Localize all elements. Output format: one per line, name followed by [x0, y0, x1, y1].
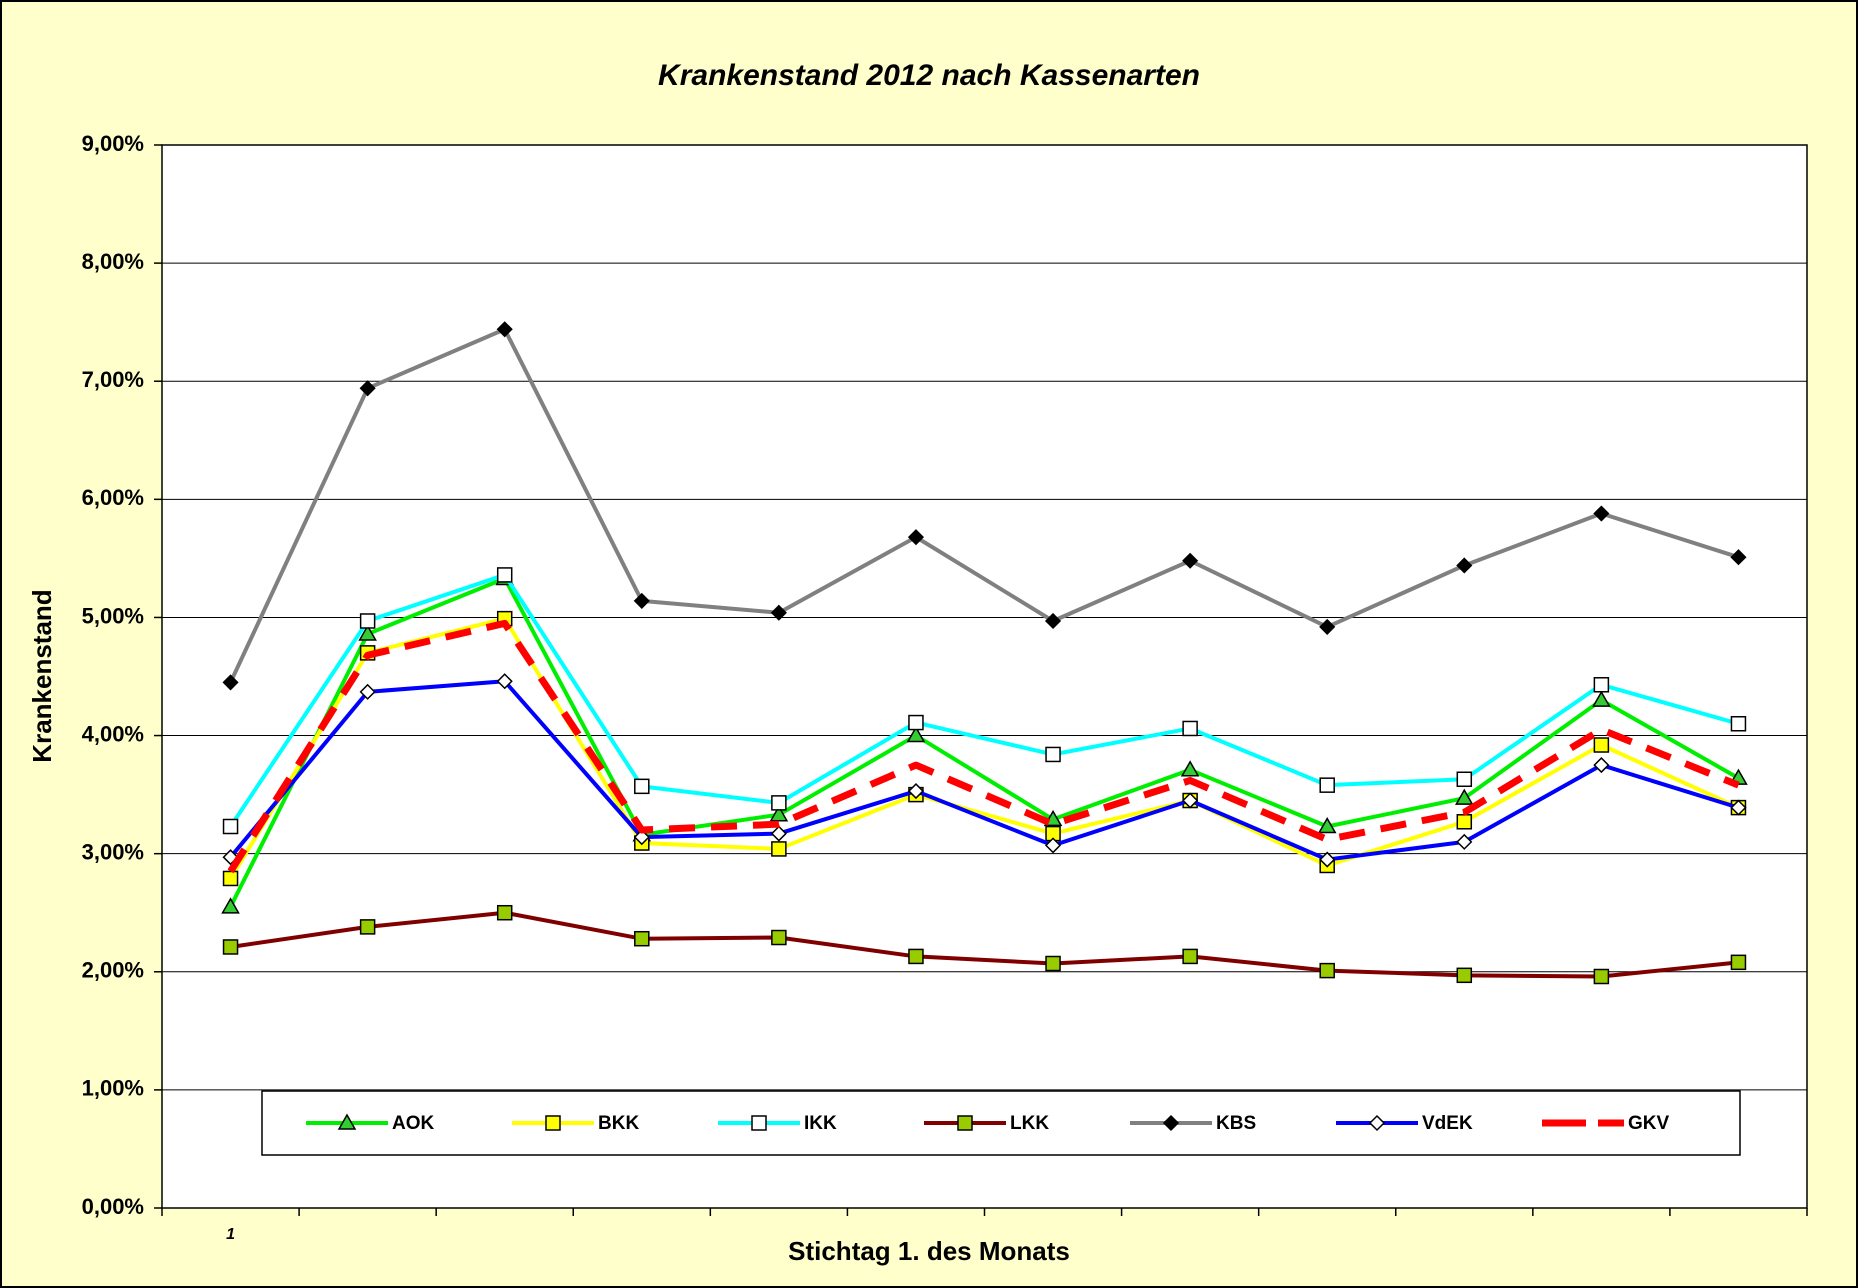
data-point	[1592, 690, 1611, 707]
legend-marker	[337, 1113, 357, 1130]
data-point	[496, 567, 513, 583]
data-point	[633, 592, 650, 609]
data-point	[496, 321, 513, 338]
data-point	[1593, 968, 1610, 985]
data-point	[1044, 837, 1062, 854]
series-line	[228, 327, 1740, 684]
data-point	[769, 805, 789, 822]
data-point	[1730, 799, 1747, 816]
data-point	[221, 897, 240, 914]
data-point	[770, 604, 787, 621]
y-tick-label: 2,00%	[82, 958, 144, 983]
data-point	[1180, 760, 1200, 777]
data-point	[1456, 814, 1473, 830]
data-point	[1319, 851, 1336, 868]
data-point	[1456, 771, 1473, 788]
data-point	[1182, 792, 1199, 809]
data-point	[1593, 677, 1610, 693]
data-point	[906, 726, 926, 743]
data-point	[1593, 505, 1610, 522]
data-point	[222, 939, 239, 955]
legend-label: KBS	[1216, 1113, 1256, 1134]
data-point	[222, 818, 239, 835]
data-point	[1045, 955, 1061, 972]
data-point	[1730, 549, 1747, 566]
legend-marker	[1368, 1114, 1386, 1132]
data-point	[907, 529, 925, 546]
data-point	[222, 870, 239, 887]
data-point	[496, 904, 513, 921]
y-tick-label: 3,00%	[82, 839, 144, 864]
data-point	[1456, 833, 1473, 850]
plot-area	[161, 144, 1808, 1209]
data-point	[1319, 618, 1336, 635]
legend-marker	[751, 1115, 767, 1131]
series-line	[229, 679, 1740, 862]
chart-title: Krankenstand 2012 nach Kassenarten	[658, 59, 1200, 92]
y-tick-label: 6,00%	[82, 485, 144, 510]
data-point	[908, 714, 924, 731]
data-point	[1182, 948, 1198, 965]
data-point	[1456, 967, 1473, 984]
data-point	[1730, 715, 1747, 732]
data-point	[907, 783, 925, 800]
data-point	[770, 825, 787, 842]
data-point	[633, 829, 650, 846]
data-point	[1456, 557, 1473, 574]
data-point	[634, 930, 650, 947]
data-point	[359, 919, 376, 935]
y-tick-label: 0,00%	[82, 1194, 144, 1219]
data-point	[771, 929, 787, 946]
y-axis-label: Krankenstand	[27, 589, 57, 762]
data-point	[1730, 954, 1747, 971]
data-point	[359, 380, 376, 397]
y-tick-label: 9,00%	[82, 131, 144, 156]
series-line	[228, 616, 1740, 880]
data-point	[1454, 788, 1474, 805]
data-point	[771, 795, 787, 811]
data-point	[359, 613, 376, 629]
y-tick-label: 5,00%	[82, 603, 144, 628]
legend-label: GKV	[1628, 1113, 1670, 1134]
legend-marker	[957, 1115, 973, 1131]
legend-label: AOK	[392, 1113, 435, 1134]
legend-marker	[1162, 1114, 1180, 1132]
legend-label: BKK	[598, 1113, 639, 1134]
data-point	[1593, 737, 1610, 753]
data-point	[771, 841, 787, 857]
data-point	[1317, 816, 1337, 834]
series-line	[228, 576, 1740, 908]
data-point	[634, 778, 650, 795]
data-point	[1182, 552, 1199, 569]
data-point	[496, 673, 513, 690]
legend-label: IKK	[804, 1113, 837, 1134]
legend-label: VdEK	[1422, 1113, 1473, 1134]
series-line	[230, 910, 1739, 979]
y-tick-label: 4,00%	[82, 721, 144, 746]
data-point	[1045, 746, 1061, 763]
y-tick-label: 1,00%	[82, 1076, 144, 1101]
x-tick-label: 1	[226, 1226, 235, 1243]
data-point	[1319, 962, 1335, 979]
x-axis-label: Stichtag 1. des Monats	[788, 1236, 1070, 1266]
series-line	[228, 572, 1740, 828]
data-point	[358, 624, 377, 641]
y-tick-label: 8,00%	[82, 249, 144, 274]
legend-marker	[545, 1115, 561, 1131]
data-point	[1044, 612, 1062, 630]
y-tick-label: 7,00%	[82, 367, 144, 392]
data-point	[1593, 757, 1610, 774]
legend-label: LKK	[1010, 1113, 1049, 1134]
data-point	[1182, 720, 1198, 737]
data-point	[1319, 777, 1335, 793]
data-point	[359, 683, 376, 700]
data-point	[908, 948, 924, 965]
data-point	[222, 674, 239, 691]
